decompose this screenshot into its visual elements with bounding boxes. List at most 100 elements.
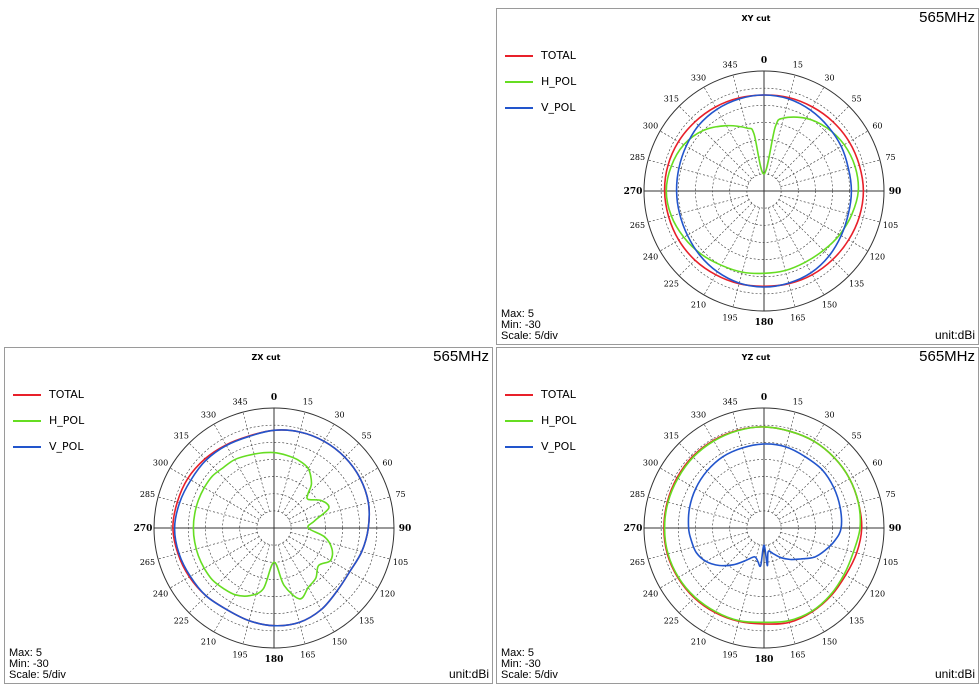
legend-swatch-total	[505, 394, 533, 396]
yz-cut-polar-chart: YZ cut 0 15 30 55 60 75 90 105 120 135 150 165 180 195…	[624, 353, 902, 665]
angle-tick-label: 330	[691, 74, 706, 83]
chart-title: ZX cut	[251, 353, 280, 362]
angle-tick-label: 150	[822, 637, 837, 646]
legend-label-h-pol: H_POL	[49, 414, 85, 427]
grid-spoke	[242, 412, 270, 512]
grid-spoke	[775, 539, 850, 614]
angle-tick-label: 0	[271, 393, 277, 403]
series-curve-v-pol	[675, 94, 853, 288]
angle-tick-label: 180	[755, 318, 774, 328]
grid-spoke	[775, 442, 850, 517]
grid-spoke	[169, 467, 260, 520]
angle-tick-label: 165	[790, 314, 805, 323]
angle-tick-label: 315	[664, 94, 679, 103]
legend-label-h-pol: H_POL	[541, 75, 577, 88]
grid-spoke	[678, 105, 753, 180]
angle-tick-label: 265	[140, 558, 155, 567]
frequency-label: 565MHz	[919, 9, 975, 26]
angle-tick-label: 150	[332, 637, 347, 646]
angle-tick-label: 180	[265, 655, 284, 665]
angle-tick-label: 300	[153, 459, 168, 468]
grid-spoke	[158, 496, 258, 524]
angle-tick-label: 315	[174, 431, 189, 440]
grid-spoke	[780, 496, 880, 524]
angle-tick-label: 270	[624, 187, 643, 197]
angle-tick-label: 105	[883, 558, 898, 567]
grid-spoke	[158, 532, 258, 560]
grid-spoke	[648, 532, 748, 560]
grid-spoke	[659, 130, 750, 183]
angle-tick-label: 285	[630, 153, 645, 162]
angle-tick-label: 225	[174, 617, 189, 626]
grid-spoke	[732, 412, 760, 512]
angle-tick-label: 240	[643, 253, 658, 262]
angle-tick-label: 105	[883, 221, 898, 230]
grid-spoke	[768, 412, 796, 512]
grid-spoke	[768, 544, 796, 644]
angle-tick-label: 165	[300, 651, 315, 660]
grid-spoke	[278, 544, 306, 644]
grid-spoke	[778, 199, 869, 252]
grid-spoke	[778, 536, 869, 589]
angle-tick-label: 60	[382, 459, 392, 468]
stat-scale: Scale: 5/div	[501, 330, 558, 342]
chart-title: XY cut	[741, 14, 770, 23]
grid-spoke	[780, 159, 880, 187]
angle-tick-label: 75	[885, 490, 895, 499]
angle-tick-label: 195	[232, 651, 247, 660]
unit-label: unit:dBi	[934, 667, 975, 681]
angle-tick-label: 330	[691, 411, 706, 420]
grid-spoke	[778, 467, 869, 520]
angle-tick-label: 225	[664, 617, 679, 626]
stat-scale: Scale: 5/div	[501, 669, 558, 681]
angle-tick-label: 165	[790, 651, 805, 660]
angle-tick-label: 75	[885, 153, 895, 162]
angle-tick-label: 135	[359, 617, 374, 626]
stat-max: Max: 5	[9, 647, 43, 659]
grid-spoke	[732, 207, 760, 307]
grid-spoke	[285, 442, 360, 517]
angle-tick-label: 195	[722, 651, 737, 660]
angle-tick-label: 210	[201, 637, 216, 646]
stat-scale: Scale: 5/div	[9, 669, 66, 681]
grid-spoke	[775, 105, 850, 180]
legend-swatch-total	[505, 55, 533, 57]
legend-label-v-pol: V_POL	[49, 440, 84, 453]
angle-tick-label: 30	[334, 411, 344, 420]
stat-max: Max: 5	[501, 647, 535, 659]
angle-tick-label: 300	[643, 122, 658, 131]
grid-spoke	[648, 195, 748, 223]
angle-tick-label: 285	[630, 490, 645, 499]
stat-min: Min: -30	[501, 319, 541, 331]
xy-cut-polar-chart: XY cut 0 15 30 55 60 75 90 105 120 135 150 165 180 195…	[624, 14, 902, 328]
angle-tick-label: 345	[722, 60, 737, 69]
grid-spoke	[282, 423, 335, 514]
grid-spoke	[678, 202, 753, 277]
legend-label-v-pol: V_POL	[541, 440, 576, 453]
angle-tick-label: 105	[393, 558, 408, 567]
zx-cut-panel: ZX cut 0 15 30 55 60 75 90 105 120 135 150 165 180 195…	[4, 347, 493, 684]
grid-spoke	[772, 423, 825, 514]
angle-tick-label: 75	[395, 490, 405, 499]
angle-tick-label: 135	[849, 280, 864, 289]
grid-spoke	[678, 539, 753, 614]
frequency-label: 565MHz	[919, 348, 975, 365]
grid-spoke	[775, 202, 850, 277]
grid-spoke	[768, 75, 796, 175]
legend-swatch-h-pol	[13, 420, 41, 422]
angle-tick-label: 270	[134, 524, 153, 534]
angle-tick-label: 0	[761, 56, 767, 66]
legend-swatch-total	[13, 394, 41, 396]
angle-tick-label: 265	[630, 558, 645, 567]
angle-tick-label: 15	[303, 397, 313, 406]
angle-tick-label: 120	[870, 253, 885, 262]
chart-title: YZ cut	[741, 353, 771, 362]
legend-label-total: TOTAL	[49, 388, 84, 401]
legend-swatch-v-pol	[505, 446, 533, 448]
grid-spoke	[659, 467, 750, 520]
grid-spoke	[282, 542, 335, 633]
series-curve-v-pol	[173, 429, 371, 627]
grid-spoke	[772, 205, 825, 296]
angle-tick-label: 30	[824, 74, 834, 83]
scale-stats: Max: 5 Min: -30 Scale: 5/div	[501, 648, 558, 681]
